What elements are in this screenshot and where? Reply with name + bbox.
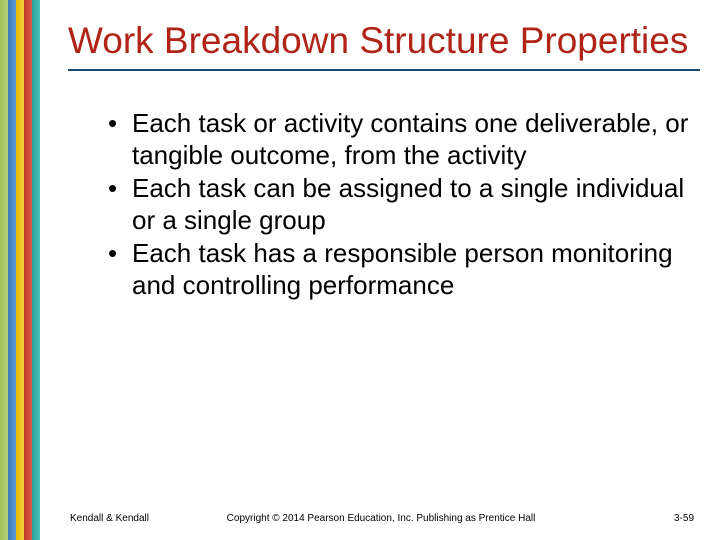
stripe-teal — [32, 0, 40, 540]
bullet-item: Each task has a responsible person monit… — [108, 237, 700, 302]
stripe-red — [24, 0, 32, 540]
stripe-blue — [8, 0, 16, 540]
color-sidebar — [0, 0, 42, 540]
stripe-yellow — [16, 0, 24, 540]
footer-page: 3-59 — [674, 513, 694, 524]
footer-copyright: Copyright © 2014 Pearson Education, Inc.… — [62, 513, 700, 524]
bullet-list: Each task or activity contains one deliv… — [108, 107, 700, 302]
stripe-green — [0, 0, 8, 540]
slide-content: Work Breakdown Structure Properties Each… — [62, 20, 700, 520]
slide-title: Work Breakdown Structure Properties — [68, 20, 700, 71]
bullet-item: Each task can be assigned to a single in… — [108, 172, 700, 237]
bullet-item: Each task or activity contains one deliv… — [108, 107, 700, 172]
